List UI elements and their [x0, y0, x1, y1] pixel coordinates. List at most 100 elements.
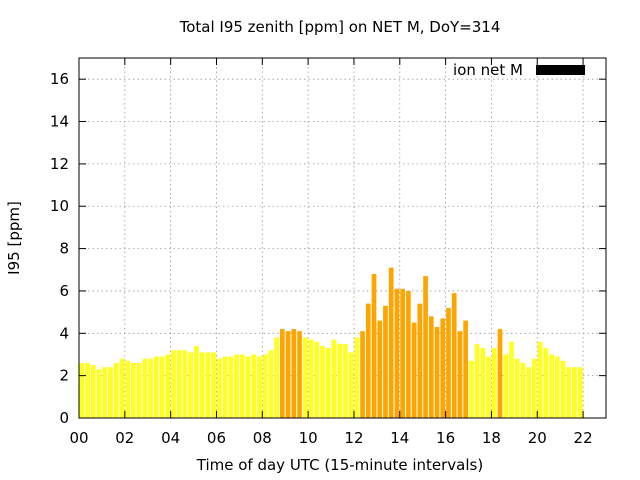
bar [136, 362, 142, 418]
bar [297, 331, 302, 418]
bar [125, 360, 131, 418]
bar [108, 367, 113, 418]
bar [85, 362, 90, 418]
bar [211, 352, 216, 418]
bar [371, 274, 377, 418]
bar [474, 343, 480, 418]
x-tick-label: 12 [344, 429, 363, 447]
bar [440, 318, 446, 418]
bar [514, 358, 520, 418]
bar [537, 341, 543, 418]
bar [394, 288, 400, 418]
bar [148, 358, 153, 418]
grid [79, 58, 606, 418]
bar [142, 358, 148, 418]
x-tick-label: 06 [207, 429, 226, 447]
bar [153, 356, 159, 418]
y-tick-label: 8 [59, 240, 69, 258]
x-tick-label: 10 [299, 429, 318, 447]
bar [331, 339, 337, 418]
bar [434, 326, 440, 418]
bar [251, 354, 257, 418]
bar [451, 293, 457, 418]
y-tick-label: 12 [50, 155, 69, 173]
bar [234, 354, 239, 418]
bar [308, 339, 314, 418]
bar [302, 337, 308, 418]
bar [291, 329, 297, 418]
bar [543, 348, 549, 418]
bar [463, 320, 469, 418]
bar [239, 354, 245, 418]
bar [79, 362, 85, 418]
y-axis-label: I95 [ppm] [5, 201, 23, 275]
bar [199, 352, 205, 418]
bar [280, 329, 285, 418]
bar [417, 303, 423, 418]
bar [216, 358, 222, 418]
bar [119, 358, 125, 418]
bar [188, 352, 194, 418]
legend-label: ion net M [453, 61, 523, 79]
bar [228, 356, 234, 418]
chart-title: Total I95 zenith [ppm] on NET M, DoY=314 [179, 18, 501, 36]
bar [497, 329, 503, 418]
bar [360, 331, 365, 418]
bar [388, 267, 394, 418]
bar [325, 348, 331, 418]
bar [343, 343, 348, 418]
bar [446, 307, 451, 418]
bar [377, 320, 383, 418]
y-tick-label: 2 [59, 367, 69, 385]
bar [176, 350, 182, 418]
bar [159, 356, 165, 418]
bar [566, 367, 572, 418]
bar [182, 350, 188, 418]
y-tick-label: 4 [59, 324, 69, 342]
y-tick-label: 10 [50, 197, 69, 215]
bar [285, 331, 291, 418]
legend: ion net M [453, 61, 585, 79]
bar [400, 288, 405, 418]
y-tick-label: 0 [59, 409, 69, 427]
bar [480, 348, 486, 418]
x-tick-label: 22 [574, 429, 593, 447]
x-tick-label: 14 [390, 429, 409, 447]
bar [491, 348, 497, 418]
legend-swatch [536, 65, 585, 75]
bar [102, 367, 108, 418]
plot-frame [78, 57, 607, 419]
x-axis-label: Time of day UTC (15-minute intervals) [196, 456, 483, 474]
bar [486, 356, 491, 418]
x-tick-label: 02 [115, 429, 134, 447]
bars [79, 267, 583, 418]
bar [423, 276, 428, 418]
x-tick-label: 20 [528, 429, 547, 447]
bar [320, 346, 325, 418]
bar [262, 354, 268, 418]
bar [503, 354, 509, 418]
bar [365, 303, 371, 418]
bar [549, 354, 554, 418]
bar [337, 343, 342, 418]
bar [165, 354, 171, 418]
y-tick-label: 16 [50, 70, 69, 88]
bar [205, 352, 211, 418]
x-tick-label: 16 [436, 429, 455, 447]
bar [274, 337, 279, 418]
bar [257, 356, 262, 418]
bar [520, 362, 526, 418]
bar [314, 341, 320, 418]
bar [560, 360, 566, 418]
bar [171, 350, 176, 418]
bar [406, 290, 411, 418]
bar [469, 360, 474, 418]
bar [383, 305, 388, 418]
x-tick-label: 00 [69, 429, 88, 447]
bar [457, 331, 463, 418]
bar [194, 346, 199, 418]
bar [131, 362, 136, 418]
bar [354, 337, 360, 418]
